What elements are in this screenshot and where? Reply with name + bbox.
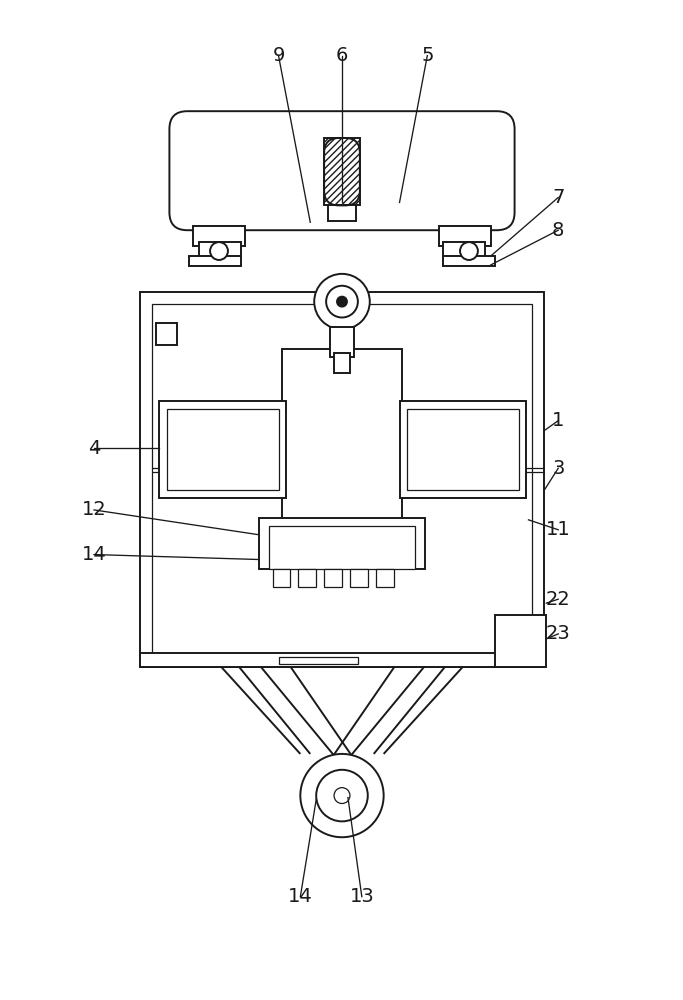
Circle shape bbox=[334, 788, 350, 804]
Bar bbox=[324, 138, 360, 205]
Bar bbox=[279, 657, 358, 664]
Bar bbox=[160, 401, 286, 498]
Bar bbox=[330, 327, 354, 357]
Bar bbox=[156, 323, 178, 345]
Circle shape bbox=[316, 770, 367, 821]
Text: 14: 14 bbox=[82, 545, 107, 564]
Bar bbox=[400, 401, 527, 498]
Bar bbox=[152, 304, 533, 655]
Bar bbox=[350, 569, 367, 587]
Circle shape bbox=[337, 297, 347, 307]
Text: 22: 22 bbox=[546, 590, 570, 609]
Text: 3: 3 bbox=[552, 459, 564, 478]
Bar bbox=[408, 409, 518, 490]
Circle shape bbox=[301, 754, 384, 837]
Circle shape bbox=[460, 242, 478, 260]
Bar bbox=[298, 569, 316, 587]
Text: 7: 7 bbox=[552, 188, 564, 207]
Bar bbox=[376, 569, 393, 587]
Bar bbox=[199, 242, 241, 260]
Bar bbox=[273, 569, 290, 587]
FancyBboxPatch shape bbox=[169, 111, 514, 230]
Bar bbox=[494, 615, 546, 667]
Bar bbox=[439, 226, 491, 246]
Bar bbox=[324, 138, 360, 205]
Text: 4: 4 bbox=[88, 439, 100, 458]
Circle shape bbox=[314, 274, 370, 329]
Text: 12: 12 bbox=[82, 500, 107, 519]
Text: 13: 13 bbox=[350, 887, 374, 906]
Text: 23: 23 bbox=[546, 624, 570, 643]
Text: 6: 6 bbox=[336, 46, 348, 65]
Text: 5: 5 bbox=[421, 46, 434, 65]
Text: 8: 8 bbox=[552, 221, 564, 240]
Circle shape bbox=[210, 242, 228, 260]
Bar bbox=[189, 256, 241, 266]
Bar bbox=[334, 353, 350, 373]
Bar bbox=[193, 226, 245, 246]
Text: 9: 9 bbox=[273, 46, 285, 65]
Bar bbox=[167, 409, 279, 490]
Circle shape bbox=[326, 286, 358, 317]
Bar bbox=[443, 256, 494, 266]
Text: 14: 14 bbox=[288, 887, 313, 906]
Text: 1: 1 bbox=[552, 411, 564, 430]
Bar bbox=[328, 205, 356, 221]
Bar bbox=[283, 349, 402, 536]
Bar bbox=[324, 569, 342, 587]
Bar bbox=[259, 518, 426, 569]
Bar bbox=[139, 292, 544, 667]
Bar bbox=[268, 526, 415, 569]
Text: 11: 11 bbox=[546, 520, 570, 539]
Bar bbox=[139, 653, 544, 667]
Bar bbox=[443, 242, 485, 260]
